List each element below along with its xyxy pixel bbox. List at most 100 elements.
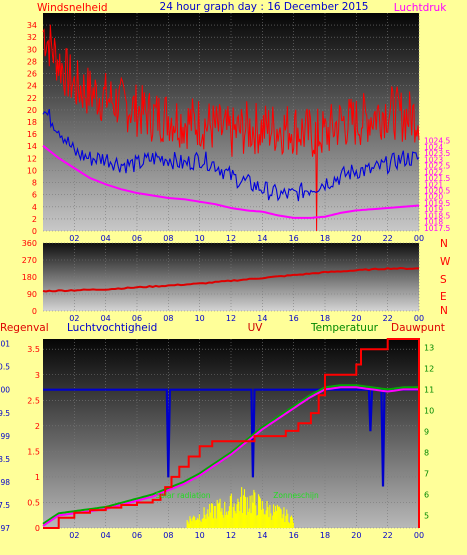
temperature-axis-tick: 5: [424, 511, 429, 520]
humidity-axis-tick: 98: [0, 478, 10, 487]
x-axis-tick: 04: [101, 531, 111, 540]
header-title: 24 hour graph day : 16 December 2015: [160, 1, 369, 13]
x-axis-tick: 00: [414, 234, 424, 243]
x-axis-tick: 02: [69, 234, 79, 243]
direction-axis-tick: 180: [22, 273, 37, 282]
humidity-axis-tick: 99.5: [0, 409, 10, 418]
x-axis-tick: 12: [226, 234, 236, 243]
wind-axis-tick: 4: [32, 203, 37, 212]
x-axis-tick: 08: [163, 314, 173, 323]
legend-rain: Regenval: [0, 322, 49, 334]
x-axis-tick: 06: [132, 234, 142, 243]
rain-axis-tick: 2.5: [27, 396, 40, 405]
wind-axis-tick: 18: [27, 118, 37, 127]
wind-axis-tick: 24: [27, 82, 37, 91]
legend-humidity: Luchtvochtigheid: [67, 322, 157, 334]
humidity-line: [43, 388, 419, 487]
humidity-axis-tick: 101: [0, 340, 10, 349]
pressure-axis-tick: 1024.5: [424, 137, 450, 146]
humidity-axis-tick: 100.5: [0, 363, 10, 372]
x-axis-tick: 14: [257, 531, 267, 540]
wind-axis-tick: 32: [27, 33, 37, 42]
wind-axis-tick: 28: [27, 57, 37, 66]
rain-axis-tick: 1: [35, 473, 40, 482]
temperature-axis-tick: 7: [424, 469, 429, 478]
wind-axis-tick: 10: [27, 166, 37, 175]
x-axis-tick: 06: [132, 531, 142, 540]
x-axis-tick: 02: [69, 531, 79, 540]
direction-axis-tick: 0: [32, 307, 37, 316]
pressure-axis-tick: 1019.5: [424, 199, 450, 208]
x-axis-tick: 00: [414, 314, 424, 323]
x-axis-tick: 22: [383, 234, 393, 243]
compass-label: W: [440, 256, 451, 268]
wind-gust-line: [42, 108, 420, 202]
x-axis-tick: 18: [320, 314, 330, 323]
rain-axis-tick: 3.5: [27, 345, 40, 354]
pressure-axis-tick: 1022: [424, 168, 443, 177]
legend-dewpoint: Dauwpunt: [391, 322, 445, 334]
x-axis-tick: 10: [195, 314, 205, 323]
temperature-axis-tick: 12: [424, 364, 434, 373]
x-axis-tick: 08: [163, 531, 173, 540]
wind-speed-line: [42, 24, 420, 232]
x-axis-tick: 18: [320, 531, 330, 540]
wind-axis-tick: 8: [32, 179, 37, 188]
temperature-axis-tick: 11: [424, 385, 434, 394]
direction-axis-tick: 270: [22, 256, 37, 265]
x-axis-tick: 20: [351, 314, 361, 323]
pressure-axis-tick: 1023.5: [424, 149, 450, 158]
wind-axis-tick: 22: [27, 94, 37, 103]
x-axis-tick: 18: [320, 234, 330, 243]
x-axis-tick: 16: [289, 314, 299, 323]
x-axis-tick: 14: [257, 314, 267, 323]
compass-label: N: [440, 238, 448, 250]
temperature-axis-tick: 8: [424, 448, 429, 457]
x-axis-tick: 14: [257, 234, 267, 243]
wind-axis-tick: 20: [27, 106, 37, 115]
pressure-axis-tick: 1020: [424, 193, 443, 202]
pressure-axis-tick: 1018: [424, 218, 443, 227]
rain-axis-tick: 0.5: [27, 498, 40, 507]
humidity-axis-tick: 98.5: [0, 455, 10, 464]
compass-label: S: [440, 274, 447, 286]
wind-axis-tick: 0: [32, 227, 37, 236]
compass-label: E: [440, 291, 447, 303]
x-axis-tick: 16: [289, 531, 299, 540]
pressure-axis-tick: 1020.5: [424, 187, 450, 196]
x-axis-tick: 20: [351, 234, 361, 243]
wind-axis-tick: 30: [27, 45, 37, 54]
x-axis-tick: 12: [226, 314, 236, 323]
x-axis-tick: 08: [163, 234, 173, 243]
rain-axis-tick: 1.5: [27, 447, 40, 456]
temperature-axis-tick: 13: [424, 343, 434, 352]
x-axis-tick: 04: [101, 234, 111, 243]
x-axis-tick: 20: [351, 531, 361, 540]
pressure-axis-tick: 1023: [424, 155, 443, 164]
temperature-axis-tick: 9: [424, 427, 429, 436]
direction-axis-tick: 360: [22, 239, 37, 248]
x-axis-tick: 10: [195, 234, 205, 243]
pressure-axis-tick: 1022.5: [424, 162, 450, 171]
humidity-axis-tick: 99: [0, 432, 10, 441]
pressure-axis-tick: 1024: [424, 143, 443, 152]
compass-label: N: [440, 305, 448, 317]
legend-temperature: Temperatuur: [310, 322, 379, 334]
wind-axis-tick: 14: [27, 142, 37, 151]
pressure-axis-tick: 1021: [424, 180, 443, 189]
temperature-axis-tick: 6: [424, 490, 429, 499]
rain-axis-tick: 2: [35, 422, 40, 431]
wind-axis-tick: 12: [27, 154, 37, 163]
pressure-axis-tick: 1017.5: [424, 224, 450, 233]
wind-axis-tick: 2: [32, 215, 37, 224]
wind-axis-tick: 26: [27, 70, 37, 79]
pressure-axis-tick: 1021.5: [424, 174, 450, 183]
solar-label: Solar radiation: [156, 491, 211, 500]
x-axis-tick: 22: [383, 314, 393, 323]
rainfall-line: [43, 338, 420, 529]
pressure-line: [42, 144, 420, 219]
header-right-label: Luchtdruk: [394, 2, 448, 14]
humidity-axis-tick: 97.5: [0, 501, 10, 510]
x-axis-tick: 04: [101, 314, 111, 323]
